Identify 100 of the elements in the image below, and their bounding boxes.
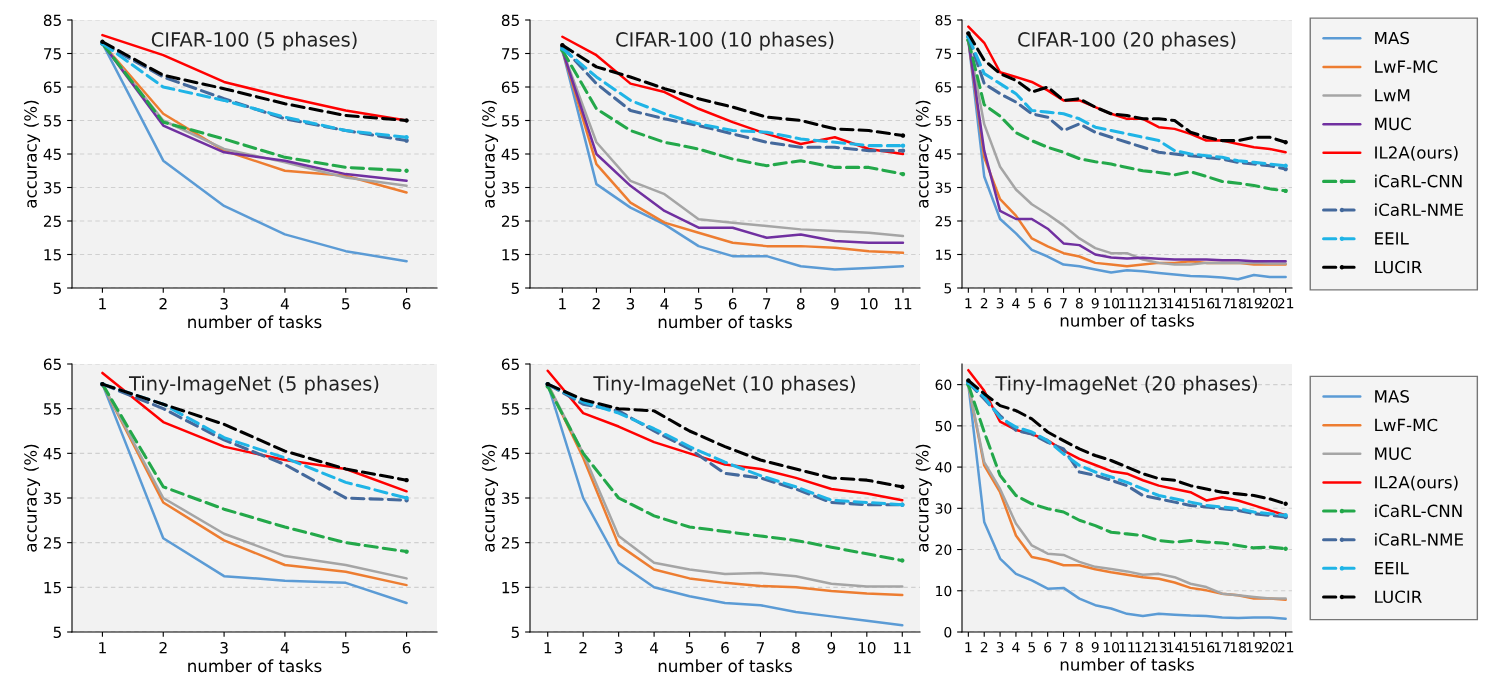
x-tick-label: 2	[579, 641, 587, 654]
x-tick-label: 17	[1214, 298, 1230, 309]
x-tick-label: 8	[792, 641, 800, 654]
x-tick-label: 8	[796, 297, 805, 310]
x-tick-label: 11	[1119, 642, 1135, 653]
x-tick-label: 11	[894, 642, 911, 654]
y-tick-label: 25	[43, 537, 61, 549]
y-tick-label: 65	[43, 81, 61, 94]
legend-label: LwM	[1375, 89, 1410, 102]
x-tick-label: 3	[996, 297, 1004, 309]
x-tick-label: 1	[965, 298, 972, 309]
legend-label: EEIL	[1375, 232, 1409, 245]
y-tick-label: 55	[44, 403, 61, 415]
y-tick-label: 20	[935, 544, 952, 556]
text: Tiny-ImageNet (5 phases)	[128, 375, 379, 395]
x-tick-label: 18	[1230, 297, 1246, 309]
y-tick-label: 15	[936, 249, 952, 260]
y-axis-title: accuracy (%)	[481, 100, 499, 208]
legend-label: iCaRL-CNN	[1375, 174, 1462, 188]
x-tick-label: 6	[402, 297, 411, 310]
x-tick-label: 6	[728, 297, 737, 310]
y-tick-label: 5	[53, 282, 61, 295]
x-tick-label: 2	[159, 297, 167, 310]
text: CIFAR-100 (20 phases)	[1018, 31, 1236, 51]
x-tick-label: 4	[1012, 642, 1020, 653]
y-tick-label: 85	[935, 14, 952, 26]
y-tick-label: 55	[935, 115, 952, 126]
x-tick-label: 8	[1075, 641, 1083, 653]
x-tick-label: 16	[1199, 641, 1215, 653]
y-tick-label: 50	[935, 420, 952, 432]
legend-label: IL2A(ours)	[1375, 145, 1458, 161]
x-tick-label: 3	[626, 297, 635, 310]
y-axis-title: accuracy (%)	[915, 444, 932, 552]
y-axis-title: accuracy (%)	[23, 100, 41, 208]
y-tick-label: 65	[501, 81, 519, 94]
y-tick-label: 15	[502, 582, 519, 594]
x-tick-label: 17	[1214, 642, 1230, 653]
y-tick-label: 60	[935, 379, 952, 391]
x-tick-label: 5	[342, 298, 350, 310]
x-tick-label: 1	[99, 298, 106, 310]
x-tick-label: 2	[159, 641, 167, 654]
x-tick-label: 4	[649, 642, 659, 654]
x-axis-title: number of tasks	[1060, 657, 1194, 671]
legend-label: MUC	[1375, 117, 1411, 131]
x-axis-title: number of tasks	[658, 659, 792, 673]
y-tick-label: 30	[935, 503, 952, 514]
x-tick-label: 9	[827, 641, 836, 654]
x-tick-label: 1	[544, 642, 552, 654]
x-tick-label: 10	[860, 297, 878, 310]
x-tick-label: 6	[1044, 641, 1052, 653]
y-tick-label: 5	[511, 626, 519, 639]
x-tick-label: 12	[1135, 297, 1151, 309]
y-tick-label: 10	[936, 585, 952, 597]
x-tick-label: 21	[1277, 297, 1294, 309]
x-tick-label: 10	[1103, 297, 1120, 309]
x-tick-label: 16	[1199, 297, 1215, 309]
y-tick-label: 65	[43, 358, 61, 371]
legend-label: IL2A(ours)	[1375, 475, 1458, 491]
x-tick-label: 11	[894, 298, 912, 310]
x-tick-label: 13	[1151, 641, 1167, 653]
y-tick-label: 5	[511, 282, 519, 295]
x-tick-label: 21	[1277, 641, 1294, 653]
y-tick-label: 85	[43, 14, 61, 27]
y-tick-label: 25	[43, 215, 61, 228]
y-tick-label: 55	[502, 403, 519, 415]
y-tick-label: 35	[935, 182, 952, 193]
x-tick-label: 1	[559, 298, 566, 310]
y-tick-label: 45	[43, 448, 61, 460]
x-tick-label: 5	[342, 642, 350, 654]
x-axis-title: number of tasks	[1060, 313, 1194, 327]
x-tick-label: 3	[996, 641, 1004, 653]
legend-label: EEIL	[1375, 562, 1409, 575]
y-tick-label: 45	[501, 148, 519, 161]
x-tick-label: 14	[1167, 298, 1183, 309]
y-tick-label: 45	[43, 148, 61, 161]
x-tick-label: 5	[1028, 642, 1036, 653]
x-tick-label: 1	[965, 642, 972, 653]
legend-label: iCaRL-NME	[1375, 203, 1463, 217]
x-tick-label: 20	[1261, 641, 1278, 653]
x-tick-label: 3	[614, 641, 623, 654]
x-tick-label: 13	[1151, 297, 1167, 309]
x-tick-label: 5	[1028, 298, 1036, 309]
y-tick-label: 55	[44, 115, 61, 127]
x-tick-label: 7	[1060, 642, 1067, 653]
y-tick-label: 75	[935, 48, 952, 59]
y-tick-label: 45	[501, 448, 519, 460]
x-tick-label: 2	[980, 297, 988, 309]
legend-label: iCaRL-CNN	[1375, 504, 1462, 518]
y-tick-label: 35	[44, 181, 61, 194]
legend-label: LUCIR	[1375, 260, 1422, 274]
x-tick-label: 3	[220, 297, 228, 310]
x-tick-label: 5	[694, 298, 703, 310]
text: CIFAR-100 (10 phases)	[616, 31, 834, 51]
x-tick-label: 14	[1167, 642, 1183, 653]
x-tick-label: 11	[1119, 298, 1135, 309]
y-tick-label: 25	[935, 215, 952, 227]
x-tick-label: 15	[1183, 298, 1199, 309]
text: Tiny-ImageNet (20 phases)	[995, 375, 1257, 395]
x-tick-label: 20	[1261, 297, 1278, 309]
y-tick-label: 65	[501, 358, 519, 371]
